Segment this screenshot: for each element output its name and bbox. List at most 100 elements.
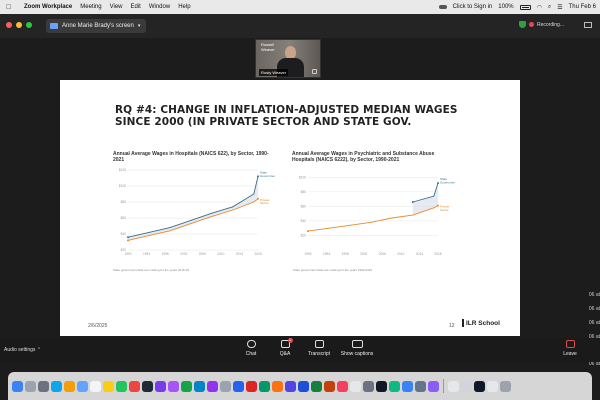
app-icon[interactable] — [246, 380, 257, 392]
app-icon[interactable] — [155, 380, 166, 392]
app-icon[interactable] — [168, 380, 179, 392]
meeting-toolbar: Audio settings ⌃ Chat 1 Q&A Transcript S… — [0, 338, 600, 362]
app-icon[interactable] — [181, 380, 192, 392]
speaker-overlay-name: Russell Weaver — [261, 42, 275, 52]
transcript-button[interactable]: Transcript — [304, 340, 334, 357]
app-icon[interactable] — [285, 380, 296, 392]
battery-icon[interactable] — [519, 4, 531, 10]
tv-icon[interactable] — [376, 380, 387, 392]
launchpad-icon[interactable] — [25, 380, 36, 392]
word-icon[interactable] — [298, 380, 309, 392]
chart1-x-tick-label: 2014 — [236, 252, 243, 256]
chart1-series-label-word: Private — [260, 198, 270, 202]
close-window-icon[interactable] — [6, 22, 12, 28]
side-message-time: 06 at — [588, 306, 600, 312]
chart1-note: State government data are missing for th… — [113, 268, 189, 272]
transcript-label: Transcript — [307, 351, 331, 357]
recording-indicator[interactable]: Recording... — [519, 21, 564, 28]
document-icon[interactable] — [448, 380, 459, 392]
view-layout-icon[interactable] — [584, 22, 592, 28]
menu-window[interactable]: Window — [148, 4, 171, 10]
safari-icon[interactable] — [51, 380, 62, 392]
chart2-x-tick-label: 2010 — [397, 252, 404, 256]
menu-app-name[interactable]: Zoom Workplace — [24, 4, 73, 10]
app-icon[interactable] — [259, 380, 270, 392]
shared-screen-indicator[interactable]: Anne Marie Brady's screen ▾ — [46, 19, 147, 33]
app-icon[interactable] — [474, 380, 485, 392]
captions-icon — [351, 340, 363, 348]
shared-screen-label: Anne Marie Brady's screen — [62, 23, 134, 29]
side-message-time: 06 at — [588, 320, 600, 326]
ilr-logo-text: ILR School — [466, 319, 500, 327]
cloud-icon[interactable] — [438, 5, 447, 9]
app-icon[interactable] — [38, 380, 49, 392]
app-icon[interactable] — [350, 380, 361, 392]
chart1-end-marker — [257, 175, 259, 178]
minimize-window-icon[interactable] — [16, 22, 22, 28]
app-store-icon[interactable] — [402, 380, 413, 392]
menu-view[interactable]: View — [109, 4, 123, 10]
chart2-x-tick-label: 2006 — [379, 252, 386, 256]
chart2-data-point — [328, 227, 330, 229]
app-icon[interactable] — [389, 380, 400, 392]
clock[interactable]: Thu Feb 6 — [568, 4, 596, 10]
slide-date: 2/6/2025 — [88, 323, 108, 329]
chart2-data-point — [391, 217, 393, 219]
menu-meeting[interactable]: Meeting — [80, 4, 102, 10]
wifi-icon[interactable]: ◠ — [536, 4, 542, 11]
speaker-video-tile[interactable]: Russell Weaver Rusty Weaver — [255, 39, 321, 78]
chart2-y-tick-label: $40 — [301, 219, 307, 223]
settings-icon[interactable] — [415, 380, 426, 392]
chat-label: Chat — [245, 351, 257, 357]
finder-icon[interactable] — [12, 380, 23, 392]
music-icon[interactable] — [337, 380, 348, 392]
excel-icon[interactable] — [311, 380, 322, 392]
chart1-x-tick-label: 2002 — [180, 252, 187, 256]
show-captions-button[interactable]: Show captions — [336, 340, 378, 357]
shared-slide: RQ #4: CHANGE IN INFLATION-ADJUSTED MEDI… — [60, 80, 520, 336]
audio-settings-button[interactable]: Audio settings ⌃ — [4, 347, 41, 353]
downloads-icon[interactable] — [487, 380, 498, 392]
chat-button[interactable]: Chat — [236, 340, 266, 357]
chart2-data-point — [433, 195, 435, 197]
app-icon[interactable] — [272, 380, 283, 392]
chart2-series-label-word: Government — [440, 180, 455, 184]
notes-icon[interactable] — [103, 380, 114, 392]
apple-icon[interactable]:  — [6, 4, 16, 11]
chart2-x-tick-label: 2014 — [416, 252, 423, 256]
onenote-icon[interactable] — [207, 380, 218, 392]
maximize-window-icon[interactable] — [26, 22, 32, 28]
chart1-data-point — [190, 223, 192, 225]
leave-button[interactable]: Leave — [555, 340, 585, 357]
control-center-icon[interactable]: ☰ — [557, 4, 563, 11]
powerpoint-icon[interactable] — [324, 380, 335, 392]
qa-button[interactable]: 1 Q&A — [270, 338, 300, 357]
chart1-data-point — [211, 215, 213, 217]
chart1-title: Annual Average Wages in Hospitals (NAICS… — [113, 151, 269, 163]
chart1-y-tick-label: $80 — [121, 200, 127, 204]
more-options-icon[interactable] — [312, 69, 317, 74]
menu-edit[interactable]: Edit — [130, 4, 141, 10]
chart1-data-point — [253, 193, 255, 195]
app-icon[interactable] — [363, 380, 374, 392]
chart2-gap-area — [412, 183, 438, 216]
mail-icon[interactable] — [77, 380, 88, 392]
click-to-sign-in[interactable]: Click to Sign in — [452, 4, 493, 10]
app-icon[interactable] — [428, 380, 439, 392]
chart1-data-point — [232, 206, 234, 208]
app-icon[interactable] — [142, 380, 153, 392]
zoom-icon[interactable] — [233, 380, 244, 392]
chrome-icon[interactable] — [129, 380, 140, 392]
search-icon[interactable]: ⌕ — [547, 3, 552, 10]
app-icon[interactable] — [194, 380, 205, 392]
speaker-head — [285, 46, 296, 59]
app-icon[interactable] — [116, 380, 127, 392]
calendar-icon[interactable] — [90, 380, 101, 392]
app-icon[interactable] — [64, 380, 75, 392]
trash-icon[interactable] — [500, 380, 511, 392]
zoom-title-bar: Anne Marie Brady's screen ▾ Recording... — [0, 14, 600, 38]
document-icon[interactable] — [461, 380, 472, 392]
menu-help[interactable]: Help — [178, 4, 191, 10]
app-icon[interactable] — [220, 380, 231, 392]
